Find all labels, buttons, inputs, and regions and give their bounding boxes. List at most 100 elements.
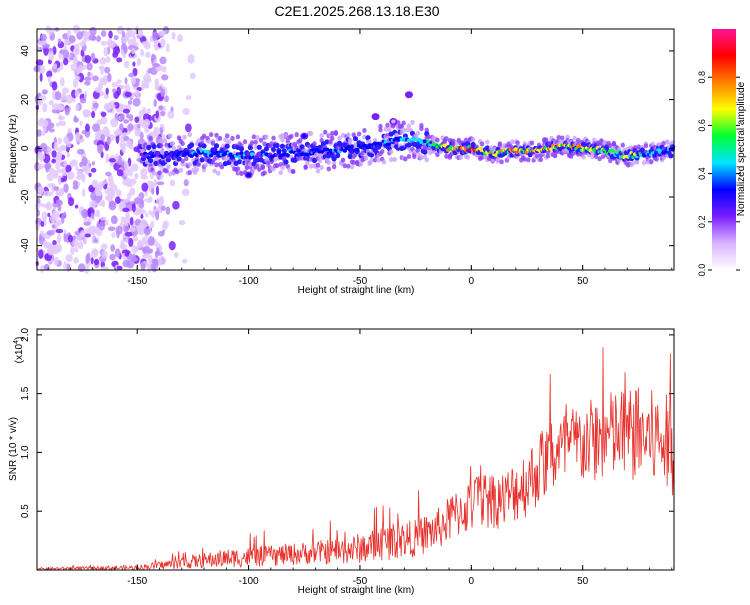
ridge-core-cell (150, 154, 155, 159)
ridge-halo-cell (326, 160, 331, 166)
spectrogram-noise-cell (128, 237, 134, 247)
spectrogram-noise-cell (100, 40, 108, 46)
spectrogram-noise-cell (36, 209, 41, 217)
spectrogram-noise-cell (115, 189, 122, 197)
spectrogram-noise-cell (141, 84, 145, 91)
spectrogram-noise-cell (159, 56, 167, 65)
ridge-halo-cell (271, 135, 276, 141)
ridge-halo-cell (597, 156, 602, 162)
ridge-halo-cell (424, 157, 429, 163)
spectrogram-noise-cell (115, 225, 123, 235)
spectrogram-noise-cell (133, 197, 142, 205)
ridge-halo-cell (265, 160, 271, 166)
spectrogram-noise-cell (123, 60, 130, 69)
spectrogram-noise-cell (181, 258, 188, 264)
spectrogram-noise-cell (123, 221, 129, 227)
spectrogram-noise-cell (105, 56, 111, 63)
y-tick-label: 40 (20, 45, 31, 57)
ridge-halo-cell (593, 154, 599, 160)
ridge-halo-cell (479, 154, 485, 160)
spectrogram-noise-cell (76, 169, 83, 180)
spectrogram-noise-cell (40, 33, 47, 42)
spectrogram-noise-cell (103, 178, 108, 185)
ridge-halo-cell (283, 133, 289, 139)
ridge-halo-cell (331, 164, 337, 170)
ridge-halo-cell (581, 154, 586, 160)
spectrogram-noise-cell (125, 177, 132, 187)
ridge-halo-cell (590, 150, 595, 156)
spectrogram-noise-cell (108, 158, 117, 163)
ridge-mid-cell (324, 139, 330, 145)
spectrogram-noise-cell (132, 35, 137, 46)
spectrogram-noise-cell (88, 34, 96, 41)
spectrogram-noise-cell (74, 204, 79, 209)
spectrogram-noise-cell (116, 57, 123, 63)
ridge-halo-cell (415, 147, 421, 153)
spectrogram-noise-cell (97, 144, 104, 154)
ridge-halo-cell (223, 156, 228, 162)
spectrogram-noise-cell (94, 186, 101, 197)
spectrogram-noise-cell (140, 262, 146, 271)
ridge-halo-cell (249, 140, 255, 146)
spectrogram-noise-cell (131, 244, 138, 254)
spectrogram-noise-cell (47, 183, 56, 188)
spectrogram-noise-cell (58, 114, 63, 121)
spectrogram-noise-cell (108, 30, 113, 39)
ridge-halo-cell (342, 163, 348, 169)
ridge-core-cell (208, 153, 214, 158)
ridge-halo-cell (305, 160, 310, 166)
spectrogram-noise-cell (83, 76, 92, 81)
ridge-halo-cell (346, 163, 351, 169)
ridge-mid-cell (668, 153, 674, 159)
ridge-halo-cell (214, 162, 219, 168)
spectrogram-noise-cell (138, 119, 147, 126)
spectrogram-noise-cell (187, 53, 195, 64)
spectrogram-noise-cell (79, 97, 87, 104)
spectrogram-noise-cell (144, 198, 153, 203)
ridge-halo-cell (381, 159, 387, 165)
spectrogram-noise-cell (139, 29, 144, 38)
spectrogram-noise-cell (106, 136, 111, 145)
ridge-halo-cell (444, 136, 449, 142)
spectrogram-noise-cell (51, 150, 57, 158)
spectrogram-noise-cell (58, 175, 62, 186)
ridge-halo-cell (180, 141, 185, 147)
spectrogram-noise-cell (152, 265, 157, 273)
ridge-mid-cell (199, 157, 205, 163)
ridge-halo-cell (287, 167, 292, 173)
spectrogram-noise-cell (108, 187, 114, 198)
spectrogram-noise-cell (127, 123, 134, 132)
spectrogram-noise-cell (126, 27, 131, 33)
spectrogram-noise-cell (98, 221, 106, 231)
y-tick-label: 0.5 (20, 504, 31, 518)
chart-title: C2E1.2025.268.13.18.E30 (274, 3, 439, 19)
spectrogram-noise-cell (108, 201, 117, 211)
snr-panel: -150 -100 -50 0 50 0.5 1.0 1.5 2.0 Height of st… (8, 327, 675, 596)
spectrogram-noise-cell (125, 140, 133, 148)
ridge-halo-cell (201, 133, 207, 139)
ridge-halo-cell (649, 159, 654, 165)
spectrogram-noise-cell (83, 109, 92, 118)
spectrogram-noise-cell (65, 254, 73, 263)
spectrogram-noise-cell (111, 81, 118, 88)
spectrogram-noise-cell (74, 246, 79, 253)
spectrogram-noise-cell (110, 117, 118, 128)
spectrogram-noise-cell (84, 90, 88, 100)
spectrogram-noise-cell (59, 120, 66, 127)
spectrogram-noise-cell (166, 43, 170, 53)
spectrogram-noise-cell (112, 51, 119, 58)
ridge-halo-cell (207, 138, 212, 144)
spectrogram-noise-cell (100, 216, 107, 221)
spectrogram-noise-cell (100, 111, 107, 118)
ridge-mid-cell (279, 143, 286, 149)
ridge-halo-cell (160, 150, 166, 156)
ridge-halo-cell (264, 134, 269, 140)
spectrogram-noise-cell (54, 221, 60, 228)
ridge-halo-cell (363, 155, 369, 161)
ridge-mid-cell (224, 143, 230, 149)
spectrogram-noise-cell (63, 183, 69, 194)
spectrogram-noise-cell (147, 67, 153, 74)
ridge-halo-cell (479, 141, 485, 147)
ridge-halo-cell (497, 143, 503, 149)
